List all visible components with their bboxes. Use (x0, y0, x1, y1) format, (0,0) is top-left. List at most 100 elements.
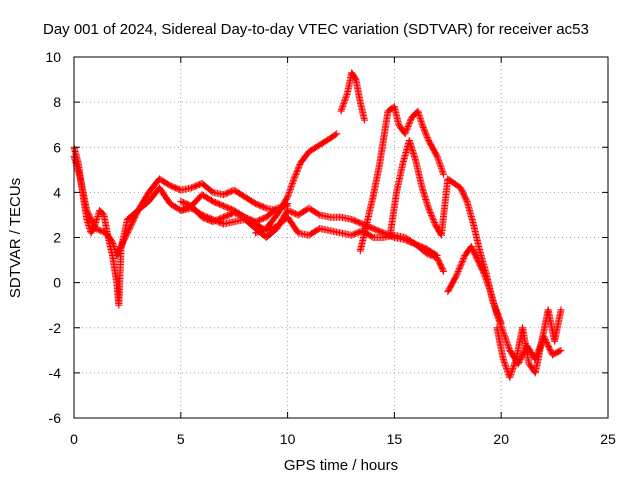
x-tick-label: 10 (280, 431, 296, 447)
series-track-9 (444, 243, 565, 368)
series-trace (419, 185, 432, 211)
series-trace (77, 176, 91, 213)
series-trace (306, 205, 322, 218)
series-trace (274, 194, 291, 218)
series-trace (413, 241, 429, 252)
data-point (337, 107, 345, 115)
series-trace (97, 208, 107, 218)
series-trace (83, 208, 99, 231)
y-tick-label: 8 (53, 94, 61, 110)
series-trace (363, 194, 377, 226)
axes: 0 5 10 15 20 25 -6 -4 -2 0 2 4 6 8 10 (45, 49, 616, 447)
x-tick-label: 25 (600, 431, 616, 447)
series-trace (253, 214, 269, 225)
series-trace (438, 176, 452, 238)
series-trace (468, 244, 481, 263)
data-point (290, 175, 298, 183)
series-trace (357, 221, 370, 254)
series-trace (434, 154, 447, 177)
y-tick-label: -6 (49, 410, 62, 426)
series-trace (424, 246, 440, 259)
series-trace (470, 221, 483, 254)
series-trace (199, 191, 216, 205)
series-trace (253, 200, 269, 212)
series-trace (551, 307, 565, 344)
series-trace (242, 194, 258, 207)
series-trace (348, 70, 359, 82)
series-trace (392, 232, 408, 241)
series-trace (199, 180, 216, 195)
series-trace (296, 229, 311, 239)
series-trace (221, 202, 237, 214)
series-trace (317, 225, 333, 234)
series-trace (103, 230, 116, 245)
x-tick-label: 15 (387, 431, 403, 447)
x-tick-label: 5 (177, 431, 185, 447)
series-trace (357, 100, 368, 123)
series-trace (380, 109, 392, 141)
series-trace (386, 190, 400, 238)
series-trace (146, 185, 162, 204)
series-trace (393, 161, 407, 195)
series-trace (253, 225, 269, 236)
series-track-6 (337, 69, 368, 124)
series-trace (474, 257, 487, 276)
series-track-7 (356, 103, 448, 255)
series-trace (445, 176, 457, 186)
series-trace (457, 185, 470, 204)
series-track-8 (386, 136, 505, 327)
chart-title: Day 001 of 2024, Sidereal Day-to-day VTE… (43, 21, 589, 38)
data-point (440, 170, 448, 178)
series-trace (221, 218, 237, 228)
series-trace (406, 138, 419, 163)
series-trace (135, 198, 152, 213)
series-trace (297, 149, 312, 166)
series-trace (115, 246, 125, 308)
series-trace (109, 253, 120, 285)
data-series (70, 69, 565, 381)
series-trace (453, 253, 468, 278)
series-trace (376, 136, 387, 168)
series-trace (425, 206, 438, 227)
series-trace (402, 115, 415, 136)
series-trace (493, 312, 507, 335)
series-trace (232, 207, 248, 220)
series-trace (156, 185, 173, 206)
series-trace (463, 199, 477, 226)
x-axis-label: GPS time / hours (284, 457, 398, 474)
series-trace (157, 176, 173, 189)
y-tick-label: 10 (45, 49, 61, 65)
y-axis-label: SDTVAR / TECUs (7, 178, 24, 298)
series-trace (412, 158, 426, 190)
series-trace (506, 357, 520, 380)
series-trace (120, 226, 133, 245)
y-tick-label: 2 (53, 230, 61, 246)
series-trace (306, 142, 322, 155)
series-trace (306, 225, 322, 238)
series-trace (487, 289, 501, 317)
series-trace (210, 198, 226, 209)
y-tick-label: 0 (53, 275, 61, 291)
series-trace (425, 138, 440, 159)
series-trace (263, 212, 280, 231)
series-trace (339, 214, 354, 223)
series-trace (178, 202, 194, 214)
series-trace (500, 330, 513, 353)
series-trace (338, 91, 351, 114)
series-trace (93, 225, 109, 236)
series-trace (481, 271, 494, 294)
series-trace (328, 131, 339, 141)
series-trace (284, 176, 297, 199)
series-trace (391, 104, 402, 127)
y-tick-label: -2 (49, 320, 62, 336)
series-trace (126, 208, 141, 231)
series-track-5 (252, 130, 341, 237)
series-trace (284, 215, 301, 236)
series-trace (402, 234, 418, 247)
series-trace (113, 239, 126, 258)
series-trace (532, 339, 545, 375)
series-trace (210, 214, 226, 225)
series-trace (451, 180, 463, 191)
series-track-10 (493, 306, 565, 381)
